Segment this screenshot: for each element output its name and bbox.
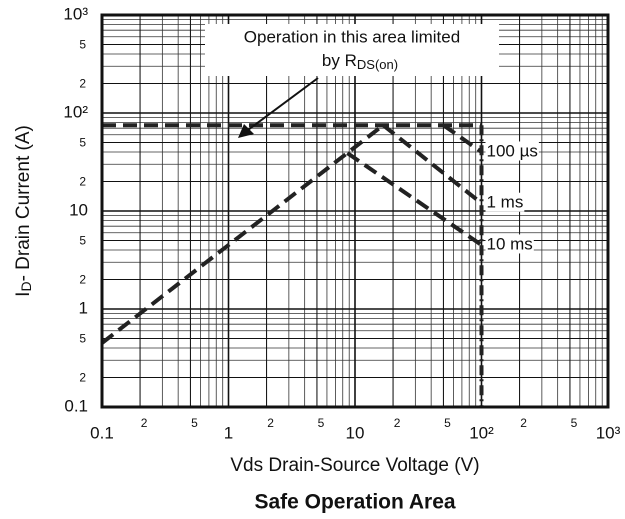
x-axis-label: Vds Drain-Source Voltage (V) [230, 455, 479, 476]
x-tick-label: 5 [571, 416, 578, 430]
series-label-bg [485, 234, 534, 254]
y-tick-label: 10³ [63, 4, 88, 23]
x-tick-label: 10 [346, 423, 365, 442]
y-tick-label: 10 [69, 200, 88, 219]
y-tick-label: 1 [79, 298, 88, 317]
x-tick-label: 0.1 [90, 423, 114, 442]
x-tick-label: 2 [267, 416, 274, 430]
y-tick-label: 5 [79, 38, 86, 52]
plot-frame [100, 13, 610, 409]
series-label-bg [485, 192, 525, 212]
x-tick-label: 2 [394, 416, 401, 430]
annotation: Operation in this area limited by RDS(on… [205, 24, 499, 138]
series-label: 10 ms [487, 234, 533, 253]
y-tick-label: 2 [79, 77, 86, 91]
annotation-line: Operation in this area limited [244, 27, 460, 46]
series-line [100, 123, 385, 345]
annotation-line: by RDS(on) [322, 51, 398, 71]
series-line [346, 151, 483, 247]
y-tick-label: 5 [79, 332, 86, 346]
annotation-arrow [247, 77, 319, 131]
y-tick-label: 10² [63, 102, 88, 121]
y-tick-label: 0.1 [64, 396, 88, 415]
x-tick-label: 5 [191, 416, 198, 430]
annotation-box [205, 24, 499, 76]
plot-lines [100, 123, 484, 407]
x-tick-label: 2 [520, 416, 527, 430]
series-line [442, 123, 483, 154]
x-tick-label: 5 [444, 416, 451, 430]
x-tick-label: 10³ [596, 423, 621, 442]
arrow-head [238, 124, 254, 138]
y-tick-label: 2 [79, 175, 86, 189]
series-label: 1 ms [487, 193, 524, 212]
y-axis-label: ID- Drain Current (A) [13, 125, 34, 297]
x-tick-label: 5 [318, 416, 325, 430]
chart-title: Safe Operation Area [254, 491, 455, 514]
y-tick-label: 5 [79, 234, 86, 248]
y-tick-label: 5 [79, 136, 86, 150]
x-tick-label: 10² [469, 423, 494, 442]
x-tick-label: 2 [141, 416, 148, 430]
x-tick-label: 1 [224, 423, 233, 442]
series-label-bg [485, 141, 539, 161]
series-label: 100 µs [487, 141, 538, 160]
y-tick-label: 2 [79, 371, 86, 385]
y-tick-label: 2 [79, 273, 86, 287]
